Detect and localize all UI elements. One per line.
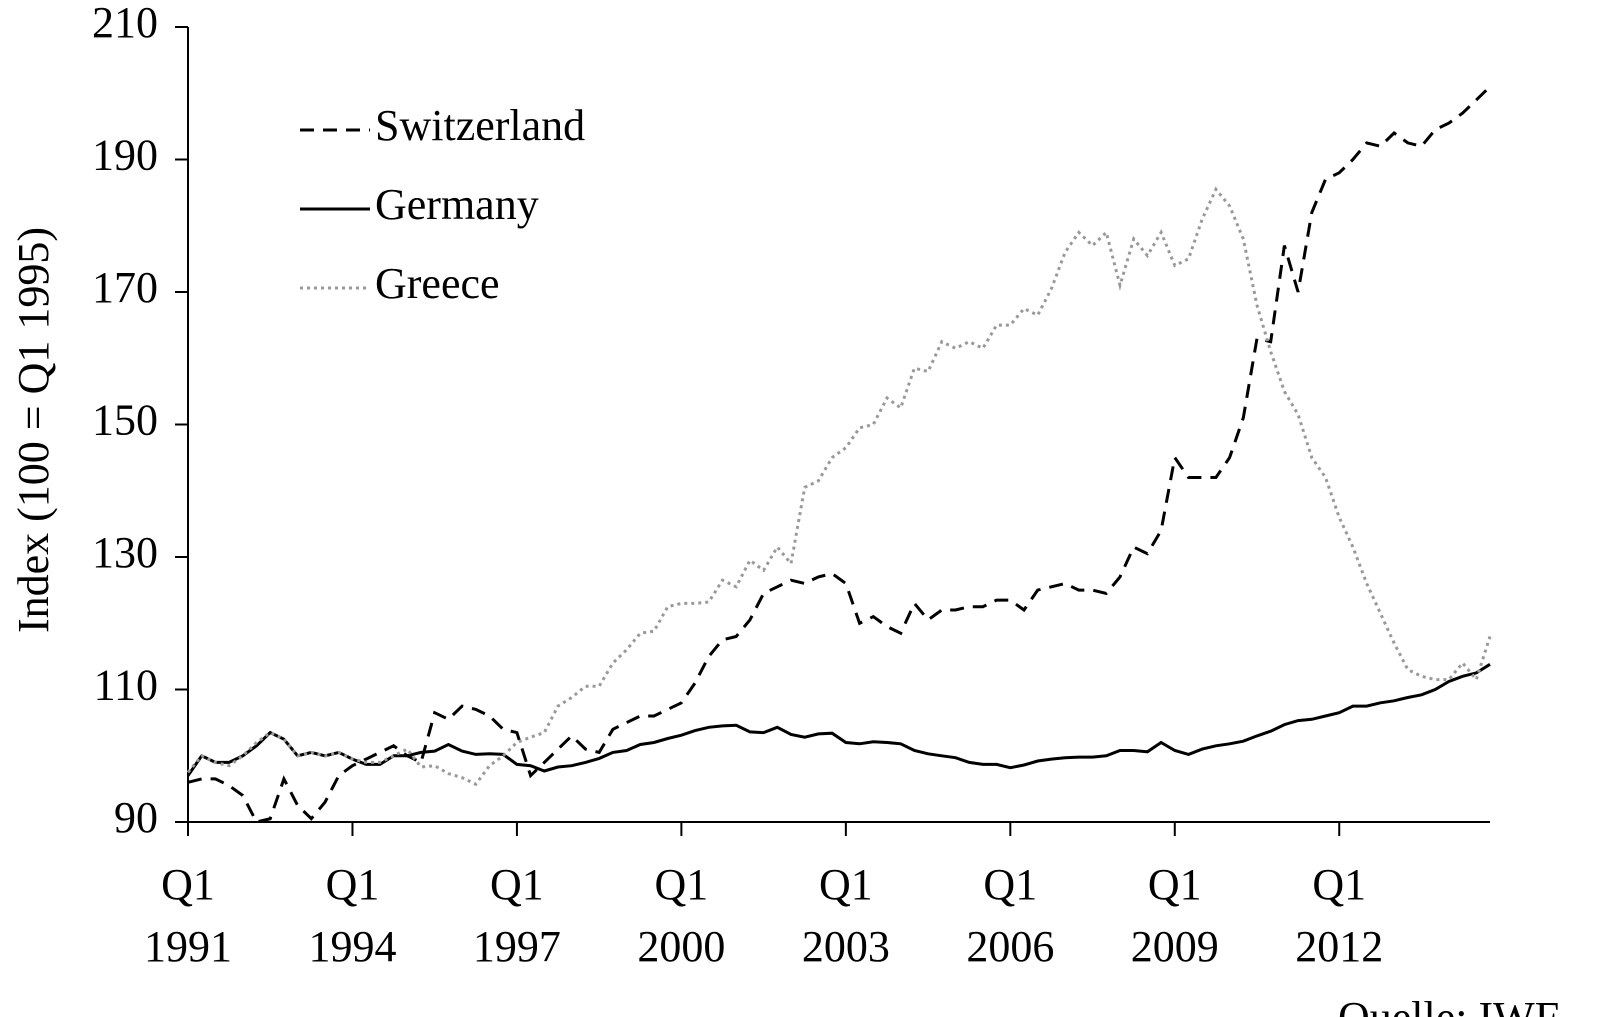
series-line: [186, 186, 1492, 787]
y-tick-label: 170: [92, 263, 158, 312]
legend-label: Greece: [375, 259, 500, 308]
y-tick-label: 130: [92, 528, 158, 577]
y-tick-label: 90: [114, 793, 158, 842]
y-tick-label: 210: [92, 0, 158, 47]
y-axis-label: Index (100 = Q1 1995): [9, 227, 58, 633]
x-tick-label: Q1 1997: [472, 860, 561, 971]
x-tick-label: Q1 2000: [637, 860, 726, 971]
source-note: Quelle: IWF: [1338, 992, 1559, 1017]
y-tick-label: 110: [94, 661, 158, 710]
y-tick-label: 150: [92, 396, 158, 445]
series-line: [187, 85, 1492, 824]
legend-label: Germany: [375, 180, 539, 229]
legend-label: Switzerland: [375, 101, 585, 150]
y-tick-label: 190: [92, 131, 158, 180]
x-tick-label: Q1 2012: [1295, 860, 1384, 971]
series-line: [186, 663, 1491, 777]
x-tick-label: Q1 2003: [801, 860, 890, 971]
x-tick-label: Q1 1994: [308, 860, 397, 971]
x-tick-label: Q1 2006: [966, 860, 1055, 971]
x-tick-label: Q1 2009: [1130, 860, 1219, 971]
x-tick-label: Q1 1991: [144, 860, 232, 971]
